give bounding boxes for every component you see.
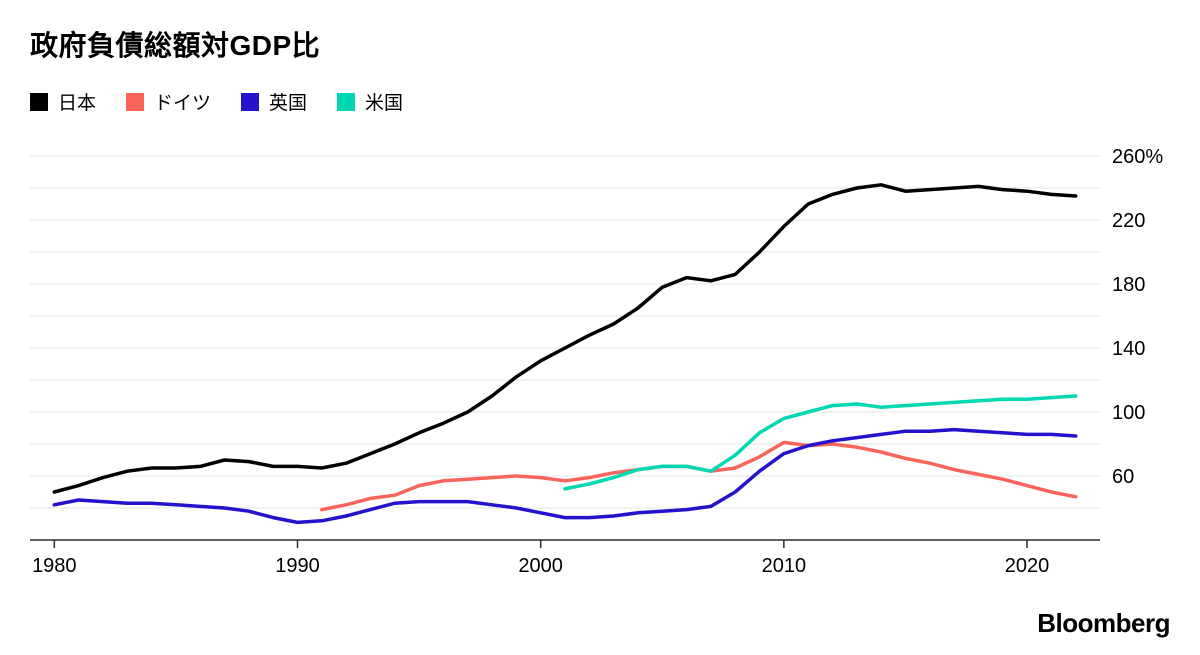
legend-item-uk: 英国 xyxy=(241,88,307,115)
legend-swatch-uk xyxy=(241,92,260,111)
legend-item-us: 米国 xyxy=(337,88,403,115)
x-tick-label: 2000 xyxy=(518,555,563,577)
bloomberg-logo: Bloomberg xyxy=(1037,608,1170,638)
y-tick-label: 180 xyxy=(1112,274,1145,296)
y-tick-label: 140 xyxy=(1112,338,1145,360)
legend-swatch-germany xyxy=(126,92,145,111)
y-tick-label: 60 xyxy=(1112,466,1134,488)
series-line-japan xyxy=(52,183,1078,494)
legend-item-germany: ドイツ xyxy=(126,88,211,115)
legend-label-germany: ドイツ xyxy=(154,93,212,114)
y-tick-label: 260% xyxy=(1112,146,1163,168)
x-tick-label: 1990 xyxy=(275,555,320,577)
legend-label-japan: 日本 xyxy=(58,93,97,114)
series-line-uk xyxy=(52,427,1078,525)
x-tick-label: 2010 xyxy=(762,555,807,577)
x-tick-label: 2020 xyxy=(1005,555,1050,577)
legend-swatch-japan xyxy=(30,92,48,111)
legend-label-uk: 英国 xyxy=(269,93,308,114)
series-line-us xyxy=(563,394,1078,491)
chart-svg: 1980 1990 2000 2010 2020 60 100 140 180 220 260% xyxy=(30,146,1163,577)
chart-title: 政府負債総額対GDP比 xyxy=(30,30,321,61)
legend-label-us: 米国 xyxy=(365,93,404,114)
y-tick-label: 100 xyxy=(1112,402,1145,424)
legend-swatch-us xyxy=(337,92,356,111)
y-tick-label: 220 xyxy=(1112,210,1145,232)
x-tick-label: 1980 xyxy=(32,555,77,577)
legend-item-japan: 日本 xyxy=(30,88,96,115)
legend: 日本 ドイツ 英国 米国 xyxy=(30,88,403,115)
